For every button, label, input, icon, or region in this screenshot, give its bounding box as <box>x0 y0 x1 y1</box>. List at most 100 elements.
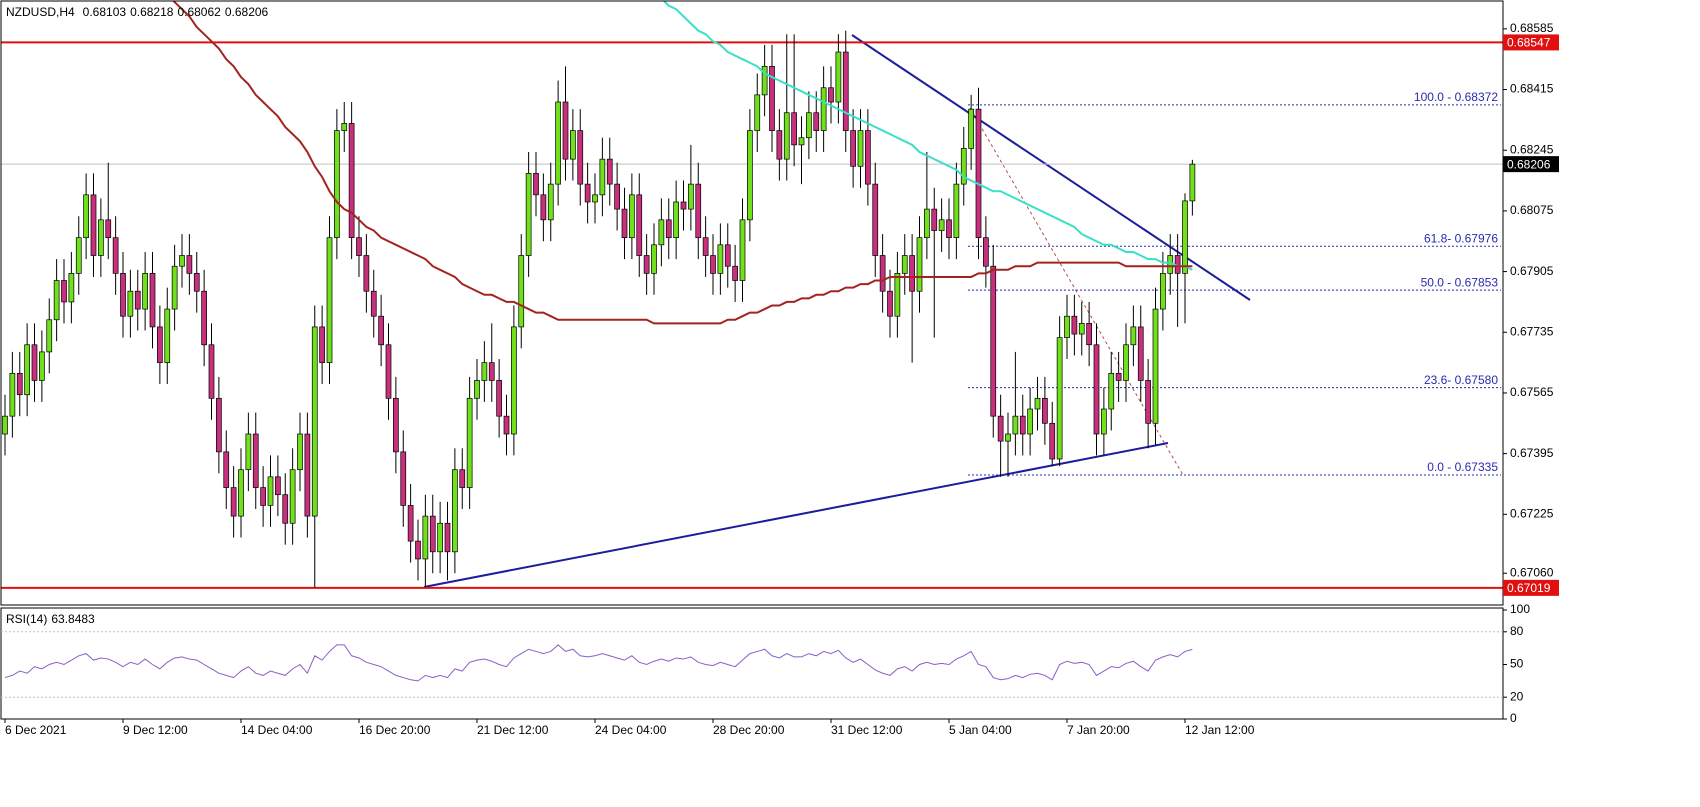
open: 0.68103 <box>83 5 127 19</box>
candle-body <box>31 344 38 381</box>
candle-body <box>252 433 259 488</box>
candle-body <box>850 130 856 167</box>
candle-body <box>614 183 620 210</box>
candle-body <box>363 255 370 292</box>
rsi-value: 63.8483 <box>51 612 95 626</box>
candle-body <box>1160 273 1166 310</box>
candle-body <box>474 380 480 399</box>
candle-body <box>798 137 805 146</box>
fib-label: 100.0 - 0.68372 <box>1414 90 1498 104</box>
low: 0.68062 <box>177 5 221 19</box>
fib-label: 0.0 - 0.67335 <box>1427 460 1498 474</box>
candle-body <box>629 194 635 239</box>
candle-body <box>385 344 392 399</box>
candle-body <box>1123 344 1129 381</box>
candle-body <box>783 112 790 160</box>
candle-body <box>24 344 30 396</box>
y-tick-label: 0.68415 <box>1510 82 1554 96</box>
candle-body <box>437 522 443 553</box>
candle-body <box>1005 433 1011 442</box>
x-tick-label: 12 Jan 12:00 <box>1185 723 1255 737</box>
candle-body <box>717 244 724 274</box>
candle-body <box>1086 322 1092 346</box>
y-tick-label: 0.67395 <box>1510 446 1554 460</box>
candle-body <box>1137 326 1144 381</box>
candle-body <box>503 415 510 435</box>
candle-body <box>9 372 16 417</box>
candle-body <box>938 219 945 231</box>
candle-body <box>267 476 274 506</box>
candle-body <box>879 255 886 292</box>
candle-body <box>2 415 8 435</box>
x-tick-label: 21 Dec 12:00 <box>477 723 549 737</box>
candle-body <box>1027 408 1033 435</box>
level-label: 0.67019 <box>1507 581 1551 595</box>
rsi-title: RSI(14) <box>6 612 47 626</box>
candle-body <box>872 183 879 256</box>
candle-body <box>953 183 960 239</box>
candle-body <box>747 130 753 221</box>
y-tick-label: 0.67565 <box>1510 385 1554 399</box>
candle-body <box>334 130 340 239</box>
x-tick-label: 16 Dec 20:00 <box>359 723 431 737</box>
candle-body <box>142 273 148 310</box>
candle-body <box>1049 422 1056 460</box>
candle-body <box>1152 308 1159 424</box>
candle-body <box>865 130 871 185</box>
candle-body <box>216 397 222 453</box>
candle-body <box>1182 200 1188 274</box>
rsi-header: RSI(14) 63.8483 <box>6 612 95 626</box>
y-tick-label: 80 <box>1510 624 1524 638</box>
candle-body <box>754 94 761 131</box>
candle-body <box>577 130 584 185</box>
candle-body <box>1056 337 1063 460</box>
candle-body <box>997 415 1004 442</box>
candle-body <box>946 219 952 239</box>
candle-body <box>356 237 362 256</box>
candle-body <box>1189 163 1196 202</box>
candle-body <box>1064 315 1070 338</box>
candle-body <box>83 194 89 239</box>
candle-body <box>422 515 429 560</box>
candle-body <box>1101 408 1107 435</box>
candle-body <box>393 397 399 453</box>
candle-body <box>680 201 687 210</box>
candle-body <box>658 219 665 246</box>
candle-body <box>983 237 989 267</box>
y-tick-label: 0.67735 <box>1510 324 1554 338</box>
candle-body <box>201 290 207 346</box>
candle-body <box>894 273 901 317</box>
candle-body <box>245 433 252 471</box>
candle-body <box>311 326 318 517</box>
candle-body <box>481 362 488 381</box>
symbol: NZDUSD,H4 <box>6 5 75 19</box>
candle-body <box>828 87 834 103</box>
y-tick-label: 100 <box>1510 602 1530 616</box>
y-tick-label: 0.68245 <box>1510 142 1554 156</box>
candle-body <box>429 515 436 553</box>
candle-body <box>688 183 694 210</box>
candle-body <box>547 183 554 221</box>
candle-body <box>776 130 783 160</box>
candle-body <box>488 362 495 381</box>
candle-body <box>452 469 458 553</box>
candle-body <box>275 476 281 496</box>
level-label: 0.68547 <box>1507 36 1551 50</box>
level-box <box>1503 579 1559 596</box>
candle-body <box>1078 322 1085 335</box>
candle-body <box>710 255 716 274</box>
candle-body <box>466 397 473 488</box>
candle-body <box>90 194 97 256</box>
candle-body <box>916 237 923 292</box>
candle-body <box>208 344 215 399</box>
candle-body <box>179 255 185 267</box>
current-price-label: 0.68206 <box>1507 157 1551 171</box>
candle-body <box>297 433 303 471</box>
rsi-line <box>4 644 1193 682</box>
x-tick-label: 6 Dec 2021 <box>5 723 67 737</box>
candle-body <box>806 112 812 139</box>
candle-body <box>105 219 112 239</box>
candle-body <box>901 255 908 274</box>
candle-body <box>348 123 355 239</box>
candle-body <box>223 451 230 488</box>
